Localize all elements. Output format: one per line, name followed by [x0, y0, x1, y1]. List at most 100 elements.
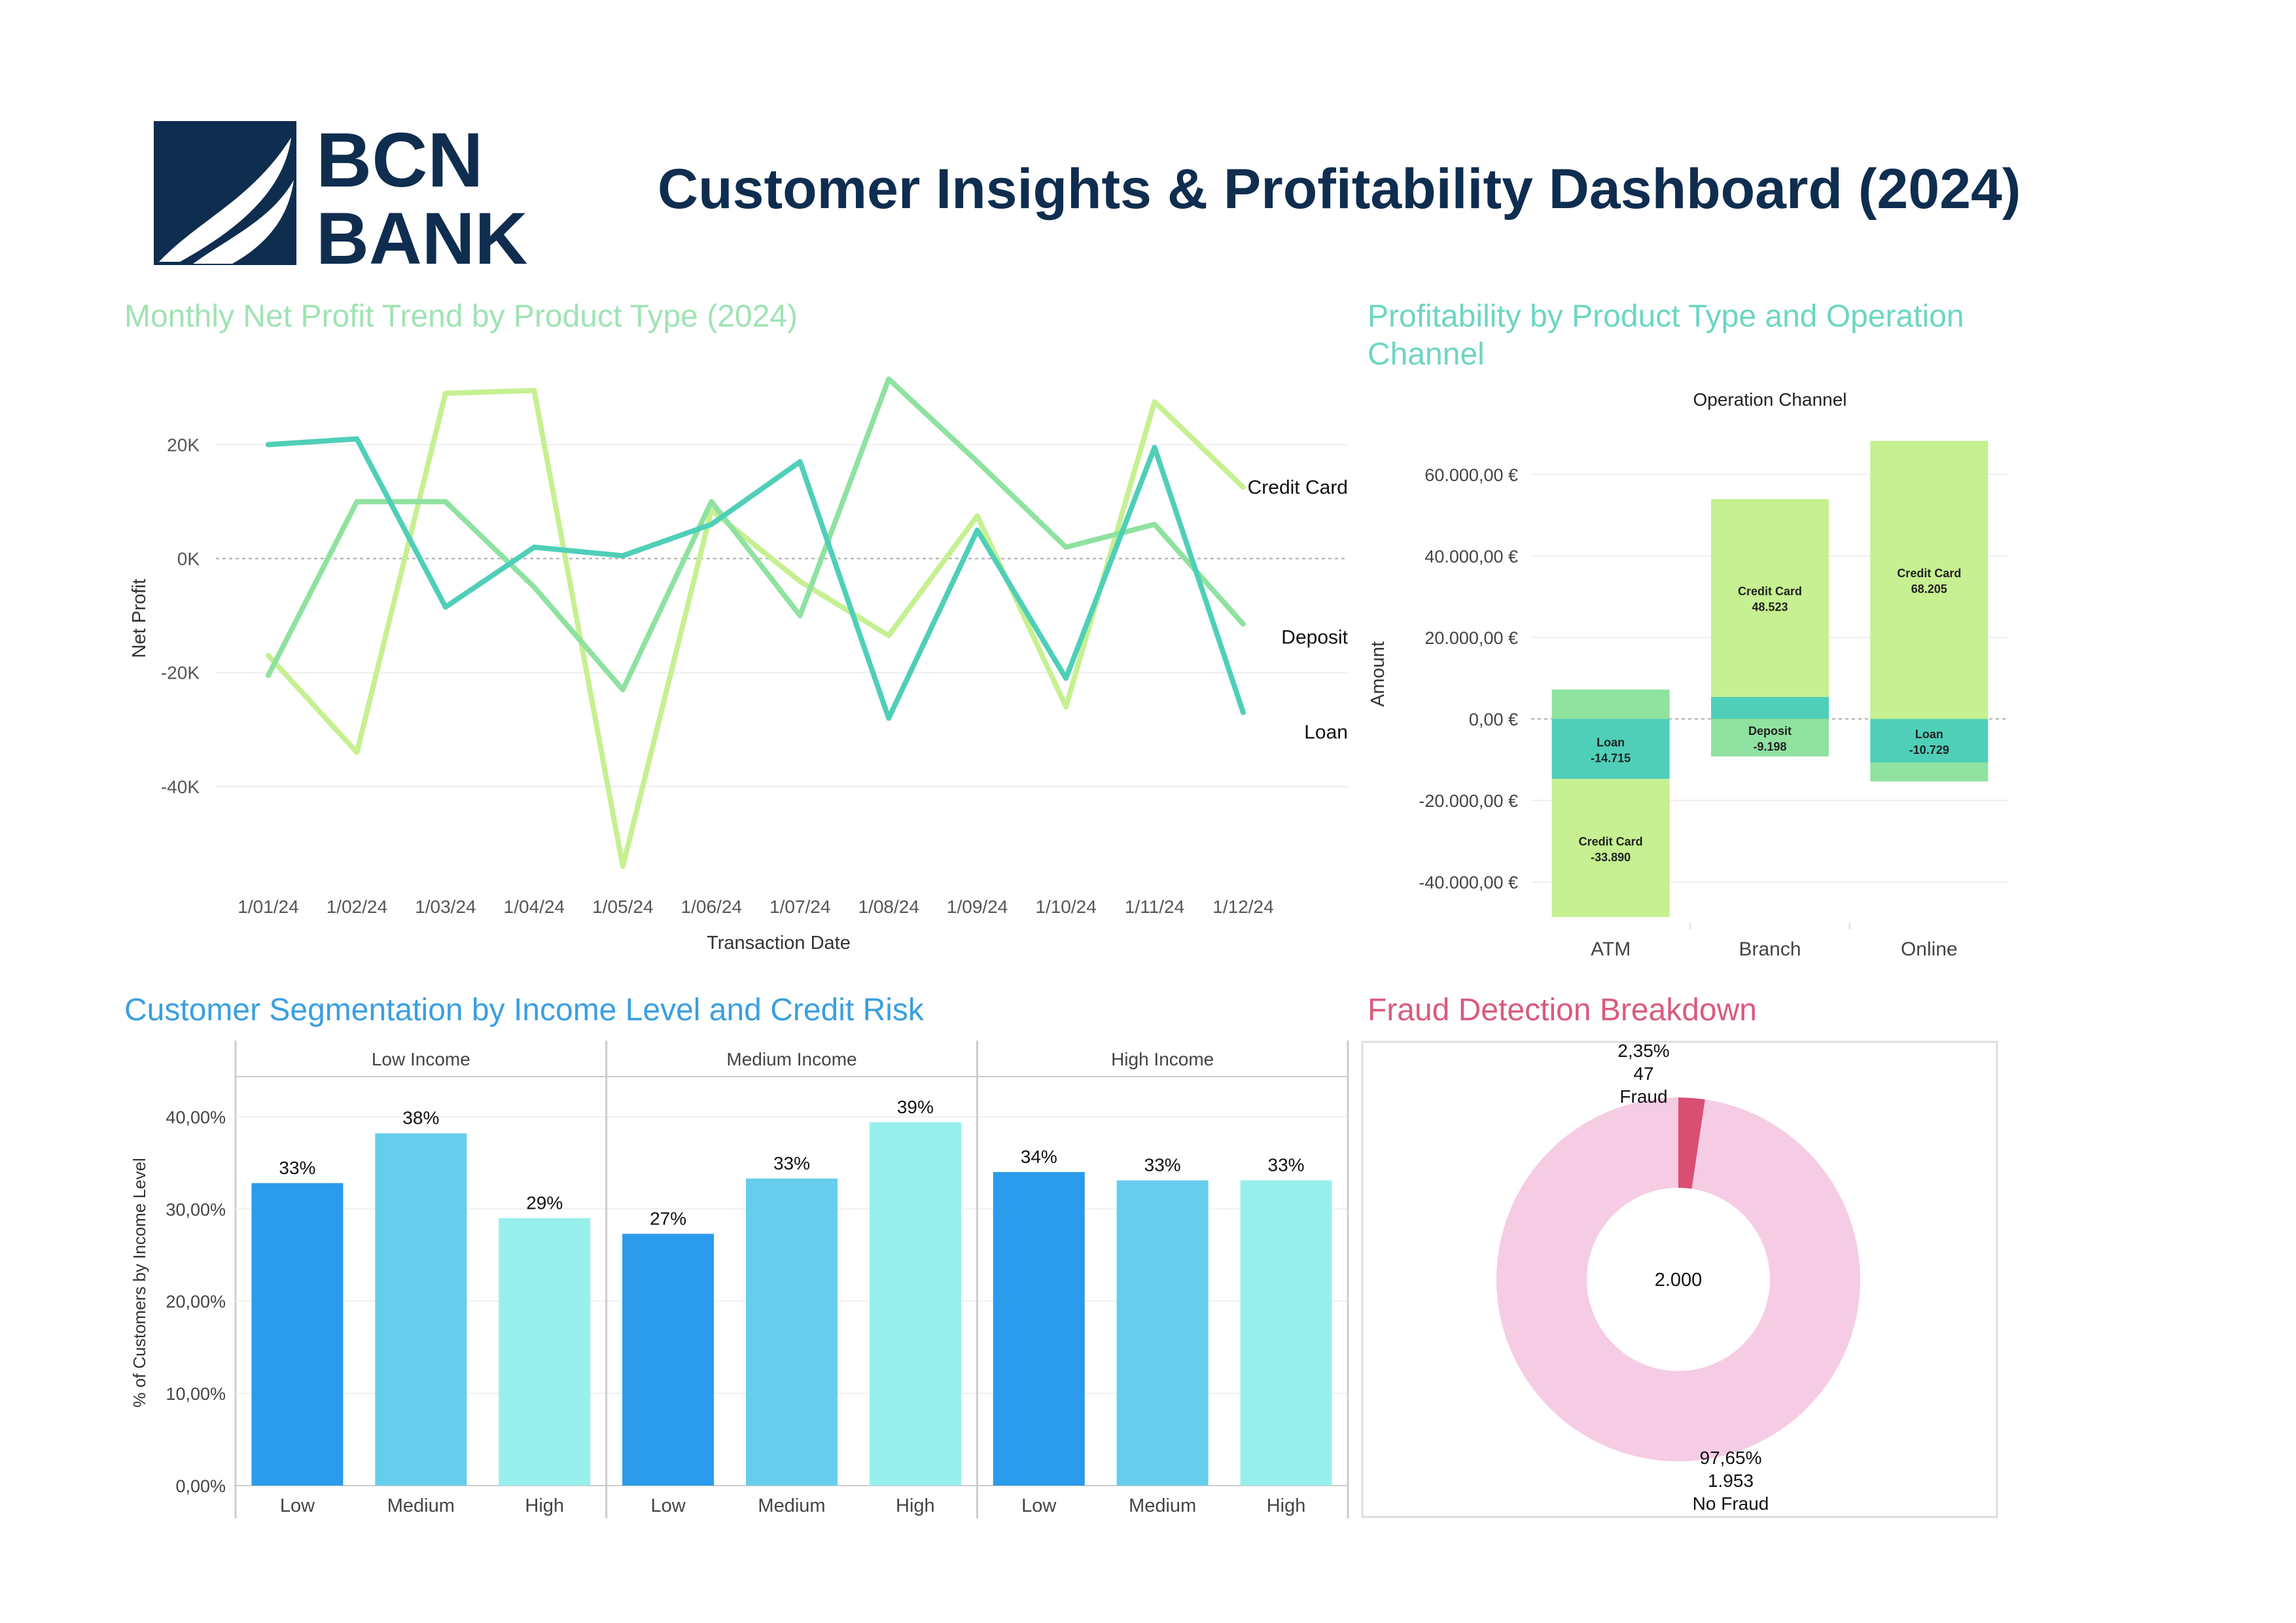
stacked-bar-segment [1711, 696, 1829, 719]
y-tick-label: 20K [167, 435, 200, 455]
y-tick-label: 60.000,00 € [1424, 465, 1518, 485]
fraud-slice-label: 47 [1633, 1063, 1653, 1084]
x-tick-label: 1/08/24 [858, 897, 919, 917]
y-tick-label: -20K [161, 663, 200, 683]
series-end-label: Credit Card [1248, 477, 1348, 499]
series-line [266, 387, 1246, 869]
bar-value-label: 33% [279, 1158, 315, 1178]
bar [993, 1171, 1085, 1486]
no-fraud-slice-label: 1.953 [1708, 1471, 1754, 1491]
x-tick-label: Low [280, 1495, 315, 1516]
x-tick-label: 1/06/24 [681, 897, 742, 917]
segment-label: Credit Card [1738, 585, 1802, 598]
y-tick-label: 40,00% [166, 1107, 226, 1127]
series-line [266, 436, 1246, 721]
net-profit-trend-chart: 20K 0K -20K -40K 1/01/24 1/02/24 1/03/24 1/04/2… [129, 376, 1349, 954]
stacked-bar-segment [1870, 440, 1988, 719]
x-tick-label: 1/05/24 [592, 897, 653, 917]
bar [1240, 1180, 1332, 1486]
stacked-bar-segment [1870, 762, 1988, 782]
x-tick-label: 1/10/24 [1035, 897, 1096, 917]
x-tick-label: 1/12/24 [1212, 897, 1273, 917]
segment-value-label: -14.715 [1591, 751, 1631, 764]
bar-value-label: 29% [526, 1192, 563, 1213]
segment-label: Credit Card [1897, 567, 1961, 580]
bar [1116, 1180, 1209, 1486]
y-tick-label: 0,00% [175, 1476, 226, 1496]
fraud-panel-title: Fraud Detection Breakdown [1368, 993, 1757, 1027]
customer-segmentation-chart: 0,00% 10,00% 20,00% 30,00% 40,00% % of Custom… [130, 1041, 1349, 1518]
stacked-bar-segment [1711, 719, 1829, 757]
logo-swoosh-1 [159, 137, 291, 262]
y-tick-label: 20,00% [166, 1292, 226, 1311]
y-axis-title: % of Customers by Income Level [130, 1158, 149, 1408]
dashboard-title: Customer Insights & Profitability Dashbo… [658, 158, 2021, 221]
y-tick-label: 0,00 € [1469, 710, 1518, 730]
stacked-bar-segment [1551, 689, 1670, 719]
bar [251, 1183, 344, 1486]
segment-value-label: -33.890 [1591, 851, 1631, 864]
x-tick-label: Branch [1739, 938, 1801, 960]
x-tick-label: High [1267, 1495, 1306, 1516]
y-axis-title: Amount [1368, 641, 1388, 707]
donut-slice [1678, 1097, 1705, 1189]
segmentation-panel-title: Customer Segmentation by Income Level an… [124, 993, 924, 1027]
group-header: Medium Income [726, 1049, 857, 1069]
trend-panel-title: Monthly Net Profit Trend by Product Type… [124, 299, 798, 334]
x-tick-label: Medium [758, 1495, 825, 1516]
donut-slice [1496, 1097, 1860, 1461]
no-fraud-slice-label: 97,65% [1700, 1448, 1762, 1468]
y-tick-label: -40.000,00 € [1419, 873, 1518, 893]
stacked-bar-segment [1551, 719, 1670, 779]
panel-border [1361, 1041, 1998, 1518]
segment-label: Loan [1597, 736, 1625, 749]
bar-value-label: 27% [650, 1208, 686, 1228]
y-axis-title: Net Profit [129, 579, 150, 658]
bcn-bank-logo: BCN BANK [154, 121, 528, 268]
y-tick-label: 0K [177, 549, 200, 569]
bar-value-label: 33% [773, 1153, 810, 1173]
y-tick-label: -40K [161, 777, 200, 797]
channel-axis-header: Operation Channel [1693, 389, 1846, 410]
series-line [266, 376, 1246, 692]
x-tick-label: 1/09/24 [947, 897, 1008, 917]
group-header: High Income [1111, 1049, 1214, 1069]
bar [869, 1122, 961, 1486]
series-end-label: Loan [1304, 722, 1348, 743]
y-tick-label: 40.000,00 € [1424, 546, 1518, 566]
profit-panel-title: Profitability by Product Type and Operat… [1368, 299, 1964, 372]
bar-value-label: 33% [1144, 1155, 1181, 1175]
segment-label: Deposit [1748, 724, 1792, 738]
bar-value-label: 38% [402, 1108, 439, 1128]
y-tick-label: 30,00% [166, 1200, 226, 1219]
bar-value-label: 33% [1268, 1155, 1305, 1175]
segment-value-label: -9.198 [1753, 740, 1786, 753]
segment-value-label: 48.523 [1752, 601, 1788, 614]
x-tick-label: Medium [1129, 1495, 1196, 1516]
donut-center-total: 2.000 [1655, 1270, 1703, 1291]
x-tick-label: 1/07/24 [769, 897, 830, 917]
logo-text-line2: BANK [316, 198, 528, 268]
y-tick-label: 10,00% [166, 1384, 226, 1404]
bar [622, 1234, 715, 1486]
x-axis-title: Transaction Date [707, 933, 851, 954]
bar [499, 1218, 591, 1486]
bar [746, 1178, 838, 1486]
x-tick-label: Online [1901, 938, 1958, 960]
x-tick-label: 1/01/24 [238, 897, 298, 917]
fraud-slice-label: 2,35% [1617, 1041, 1669, 1061]
x-tick-label: Medium [387, 1495, 455, 1516]
bar [375, 1133, 467, 1486]
x-tick-label: 1/04/24 [504, 897, 565, 917]
logo-swoosh-2 [193, 180, 294, 264]
segment-value-label: 68.205 [1911, 582, 1947, 596]
y-tick-label: 20.000,00 € [1424, 628, 1518, 648]
x-tick-label: High [525, 1495, 564, 1516]
y-tick-label: -20.000,00 € [1419, 791, 1518, 811]
x-tick-label: High [896, 1495, 935, 1516]
x-tick-label: Low [1021, 1495, 1057, 1516]
x-tick-label: 1/11/24 [1125, 897, 1184, 917]
segment-value-label: -10.729 [1909, 743, 1949, 757]
group-header: Low Income [372, 1049, 470, 1069]
